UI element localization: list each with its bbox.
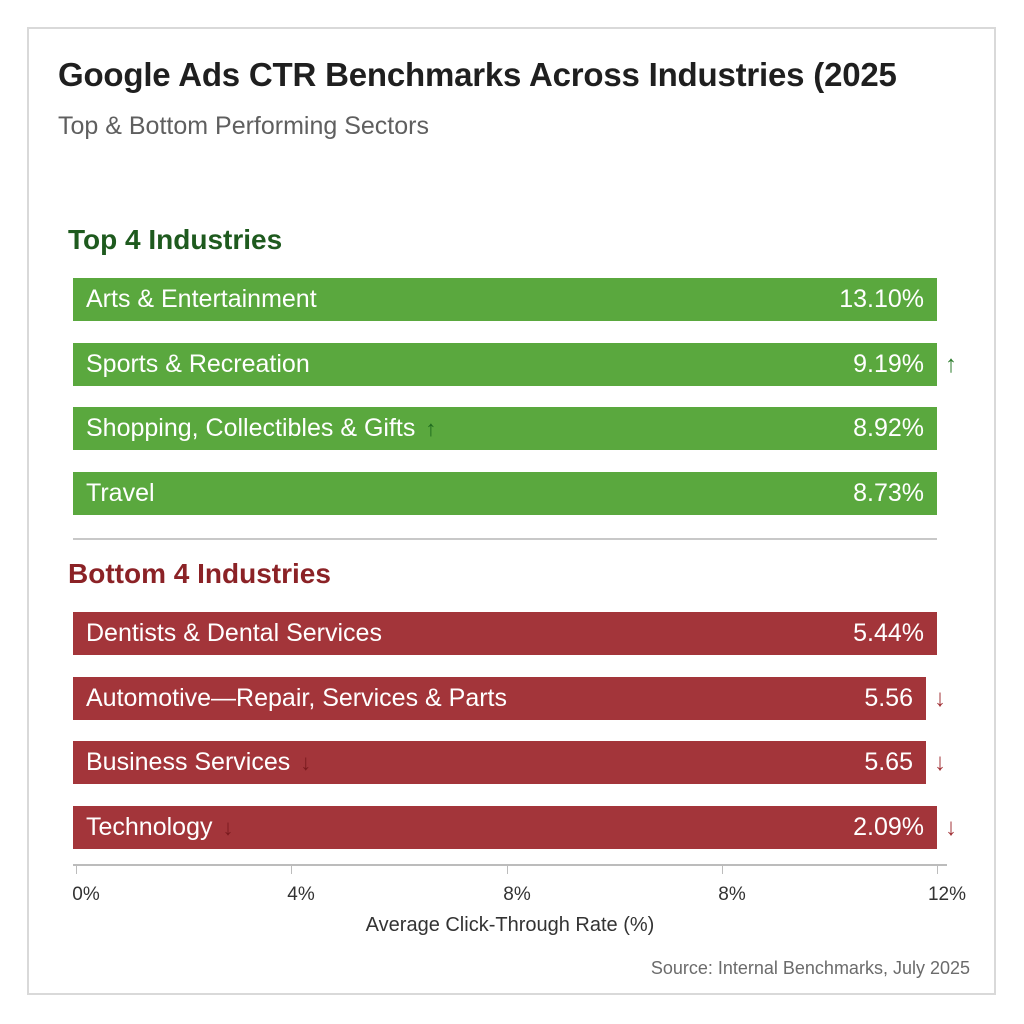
bar-category: Shopping, Collectibles & Gifts — [86, 414, 416, 442]
down-arrow-icon: ↓ — [934, 685, 946, 712]
bar-category: Dentists & Dental Services — [86, 619, 382, 647]
bar-bottom-2: Business Services ↓ 5.65 — [73, 741, 926, 784]
x-tick-label: 0% — [72, 884, 100, 905]
bar-label: Arts & Entertainment — [86, 278, 317, 321]
up-arrow-icon: ↑ — [945, 351, 957, 378]
x-axis-line — [73, 864, 947, 866]
x-tick-label: 8% — [718, 884, 746, 905]
section-divider — [73, 538, 937, 540]
x-tick-label: 4% — [287, 884, 315, 905]
x-tick-mark — [937, 866, 938, 874]
x-tick-mark — [291, 866, 292, 874]
down-arrow-icon: ↓ — [945, 814, 957, 841]
bar-label: Business Services ↓ — [86, 741, 311, 784]
bar-value-label: 13.10% — [839, 285, 924, 313]
bar-label: Shopping, Collectibles & Gifts ↑ — [86, 407, 436, 450]
bar-label: Dentists & Dental Services — [86, 612, 382, 655]
x-axis-title: Average Click-Through Rate (%) — [365, 914, 655, 936]
bottom-industries-heading: Bottom 4 Industries — [68, 558, 331, 589]
bar-category: Automotive—Repair, Services & Parts — [86, 684, 507, 712]
x-tick-label: 8% — [503, 884, 531, 905]
bar-label: Travel — [86, 472, 155, 515]
bar-bottom-0: Dentists & Dental Services 5.44% — [73, 612, 937, 655]
bar-category: Technology — [86, 813, 213, 841]
bar-top-0: Arts & Entertainment 13.10% — [73, 278, 937, 321]
bar-top-1: Sports & Recreation 9.19% — [73, 343, 937, 386]
bar-label: Technology ↓ — [86, 806, 233, 849]
bar-top-3: Travel 8.73% — [73, 472, 937, 515]
bar-value-label: 5.65 — [864, 748, 913, 776]
x-tick-mark — [507, 866, 508, 874]
x-tick-mark — [76, 866, 77, 874]
chart-title: Google Ads CTR Benchmarks Across Industr… — [58, 56, 897, 93]
bar-value-label: 9.19% — [853, 350, 924, 378]
bar-value-label: 5.56 — [864, 684, 913, 712]
bar-category: Sports & Recreation — [86, 350, 310, 378]
chart-subtitle: Top & Bottom Performing Sectors — [58, 112, 429, 140]
bar-category: Business Services — [86, 748, 291, 776]
down-arrow-icon: ↓ — [934, 749, 946, 776]
bar-value-label: 2.09% — [853, 813, 924, 841]
bar-value-label: 8.73% — [853, 479, 924, 507]
bar-category: Arts & Entertainment — [86, 285, 317, 313]
bar-label: Sports & Recreation — [86, 343, 310, 386]
bar-value-label: 8.92% — [853, 414, 924, 442]
bar-bottom-1: Automotive—Repair, Services & Parts 5.56 — [73, 677, 926, 720]
top-industries-heading: Top 4 Industries — [68, 224, 283, 255]
down-arrow-icon: ↓ — [222, 815, 234, 840]
x-tick-mark — [722, 866, 723, 874]
x-tick-label: 12% — [927, 884, 967, 905]
source-note: Source: Internal Benchmarks, July 2025 — [650, 958, 970, 978]
bar-category: Travel — [86, 479, 155, 507]
bar-label: Automotive—Repair, Services & Parts — [86, 677, 507, 720]
down-arrow-icon: ↓ — [300, 750, 312, 775]
bar-value-label: 5.44% — [853, 619, 924, 647]
bar-bottom-3: Technology ↓ 2.09% — [73, 806, 937, 849]
up-arrow-icon: ↑ — [425, 416, 437, 441]
bar-top-2: Shopping, Collectibles & Gifts ↑ 8.92% — [73, 407, 937, 450]
